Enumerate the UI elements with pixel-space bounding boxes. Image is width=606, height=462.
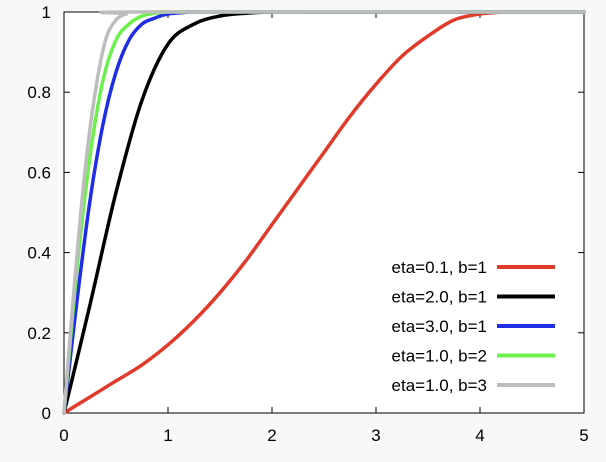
legend-label: eta=3.0, b=1 (392, 317, 487, 336)
y-tick-label: 0.8 (27, 83, 51, 102)
x-tick-label: 2 (267, 426, 276, 445)
legend-label: eta=0.1, b=1 (392, 258, 487, 277)
x-tick-label: 4 (475, 426, 484, 445)
series-line-1 (62, 10, 586, 415)
series-lines (62, 10, 586, 415)
y-tick-label: 0 (42, 404, 51, 423)
legend-label: eta=1.0, b=2 (392, 347, 487, 366)
y-tick-label: 0.6 (27, 163, 51, 182)
y-tick-label: 0.2 (27, 324, 51, 343)
legend-label: eta=2.0, b=1 (392, 288, 487, 307)
x-tick-label: 3 (371, 426, 380, 445)
y-tick-label: 1 (42, 3, 51, 22)
x-tick-label: 5 (579, 426, 588, 445)
plot-area (63, 11, 585, 414)
legend-label: eta=1.0, b=3 (392, 376, 487, 395)
series-line-5 (62, 10, 586, 415)
legend: eta=0.1, b=1 eta=2.0, b=1 eta=3.0, b=1 eta=… (392, 258, 555, 395)
x-tick-label: 0 (59, 426, 68, 445)
y-tick-label: 0.4 (27, 244, 51, 263)
x-tick-label: 1 (163, 426, 172, 445)
axis-ticks: 0 1 2 3 4 5 0 0.2 0.4 0.6 0.8 1 (27, 3, 588, 445)
